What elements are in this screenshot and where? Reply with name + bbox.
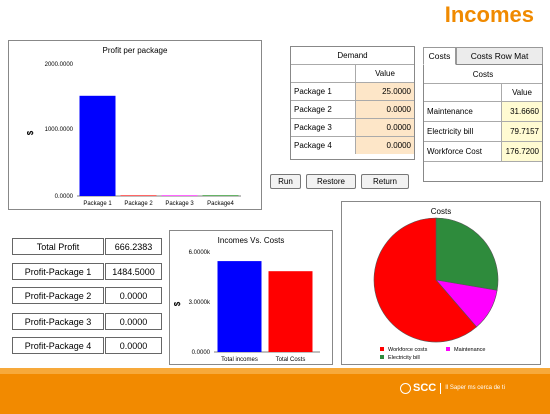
tab-costs-row-mat[interactable]: Costs Row Mat (456, 47, 543, 65)
legend-label-electricity: Electricity bill (388, 355, 420, 361)
kpi-total-profit: Total Profit 666.2383 (12, 238, 162, 255)
ivc-x-label-2: Total Costs (276, 357, 306, 363)
kpi-profit-package-2: Profit-Package 2 0.0000 (12, 287, 162, 304)
kpi-profit-package-3-label: Profit-Package 3 (12, 313, 104, 330)
ivc-chart-panel: Incomes Vs. Costs 6.0000k 3.0000k 0.0000… (169, 230, 333, 365)
legend-swatch-electricity (380, 355, 384, 359)
costs-value-workforce: 176.7200 (501, 141, 542, 162)
kpi-total-profit-label: Total Profit (12, 238, 104, 255)
footer-bar (0, 368, 550, 414)
footer-logo-icon (400, 382, 411, 394)
ivc-y-tick-0: 6.0000k (189, 250, 211, 256)
ivc-y-tick-1: 3.0000k (189, 300, 211, 306)
demand-label-1: Package 1 (291, 82, 356, 101)
legend-swatch-maintenance (446, 347, 450, 351)
legend-label-workforce: Workforce costs (388, 347, 428, 353)
costs-label-workforce: Workforce Cost (424, 141, 502, 162)
profit-y-tick-0: 2000.0000 (45, 62, 74, 68)
costs-label-electricity: Electricity bill (424, 121, 502, 142)
costs-label-maintenance: Maintenance (424, 101, 502, 122)
pie-slice-electricity-bill (435, 217, 499, 291)
ivc-x-label-1: Total incomes (221, 357, 258, 363)
ivc-chart: 6.0000k 3.0000k 0.0000 $ Total incomes To… (173, 250, 320, 363)
pie-chart: Workforce costs Maintenance Electricity … (373, 217, 499, 361)
kpi-profit-package-3-value: 0.0000 (105, 313, 162, 330)
profit-bar-1 (79, 95, 116, 196)
profit-x-label-1: Package 1 (83, 201, 112, 207)
demand-panel: Demand Value Package 1 25.0000 Package 2… (290, 46, 415, 160)
return-button[interactable]: Return (361, 174, 409, 189)
legend-label-maintenance: Maintenance (454, 347, 486, 353)
profit-bar-3 (161, 195, 198, 196)
footer-divider (440, 382, 442, 394)
ivc-y-tick-2: 0.0000 (192, 350, 211, 356)
footer-logo: SCC Il Saper ms cerca de ti (400, 382, 505, 394)
kpi-profit-package-1-value: 1484.5000 (105, 263, 162, 280)
costs-header: Costs (424, 66, 542, 84)
demand-value-1[interactable]: 25.0000 (355, 82, 414, 101)
footer-tagline: Il Saper ms cerca de ti (445, 385, 505, 391)
costs-table: Costs Value Maintenance 31.6660 Electric… (424, 66, 542, 162)
ivc-bar-2 (268, 271, 313, 352)
profit-bar-2 (120, 195, 157, 196)
footer-brand: SCC (413, 382, 437, 394)
demand-header: Demand (291, 47, 414, 65)
kpi-profit-package-2-label: Profit-Package 2 (12, 287, 104, 304)
kpi-profit-package-4-value: 0.0000 (105, 337, 162, 354)
costs-value-maintenance: 31.6660 (501, 101, 542, 122)
profit-chart: 2000.0000 1000.0000 0.0000 $ Package 1 Pa… (26, 62, 241, 207)
run-button[interactable]: Run (270, 174, 301, 189)
demand-value-4[interactable]: 0.0000 (355, 136, 414, 154)
costs-value-electricity: 79.7157 (501, 121, 542, 142)
profit-x-label-3: Package 3 (165, 201, 194, 207)
pie-slice-workforce-costs (373, 217, 477, 343)
demand-label-4: Package 4 (291, 136, 356, 154)
profit-chart-panel: Profit per package 2000.0000 1000.0000 0… (8, 40, 262, 210)
kpi-profit-package-4: Profit-Package 4 0.0000 (12, 337, 162, 354)
legend-swatch-workforce (380, 347, 384, 351)
kpi-total-profit-value: 666.2383 (105, 238, 162, 255)
kpi-profit-package-4-label: Profit-Package 4 (12, 337, 104, 354)
profit-x-label-4: Package4 (207, 201, 234, 207)
ivc-y-label: $ (173, 301, 182, 306)
profit-y-label: $ (26, 130, 35, 135)
restore-button[interactable]: Restore (306, 174, 356, 189)
profit-y-tick-2: 0.0000 (55, 194, 74, 200)
demand-label-3: Package 3 (291, 118, 356, 137)
demand-label-2: Package 2 (291, 100, 356, 119)
pie-chart-panel: Costs Workforce costs Maintenance Electr… (341, 201, 541, 365)
costs-panel: Costs Value Maintenance 31.6660 Electric… (423, 64, 543, 182)
demand-table: Demand Value Package 1 25.0000 Package 2… (291, 47, 414, 154)
page-title: Incomes (444, 2, 534, 27)
demand-value-header: Value (355, 64, 414, 83)
profit-y-tick-1: 1000.0000 (45, 127, 74, 133)
costs-tab-container: Costs Costs Row Mat Costs Value Maintena… (423, 47, 543, 183)
kpi-profit-package-3: Profit-Package 3 0.0000 (12, 313, 162, 330)
demand-value-3[interactable]: 0.0000 (355, 118, 414, 137)
kpi-profit-package-2-value: 0.0000 (105, 287, 162, 304)
profit-chart-title: Profit per package (102, 46, 168, 55)
tab-costs[interactable]: Costs (423, 47, 456, 65)
ivc-bar-1 (217, 261, 262, 352)
costs-value-header: Value (501, 83, 542, 102)
demand-value-2[interactable]: 0.0000 (355, 100, 414, 119)
kpi-profit-package-1: Profit-Package 1 1484.5000 (12, 263, 162, 280)
profit-bar-4 (202, 195, 239, 196)
pie-chart-title: Costs (430, 207, 452, 216)
ivc-chart-title: Incomes Vs. Costs (217, 236, 285, 245)
kpi-profit-package-1-label: Profit-Package 1 (12, 263, 104, 280)
footer-stripe (0, 368, 550, 374)
profit-x-label-2: Package 2 (124, 201, 153, 207)
